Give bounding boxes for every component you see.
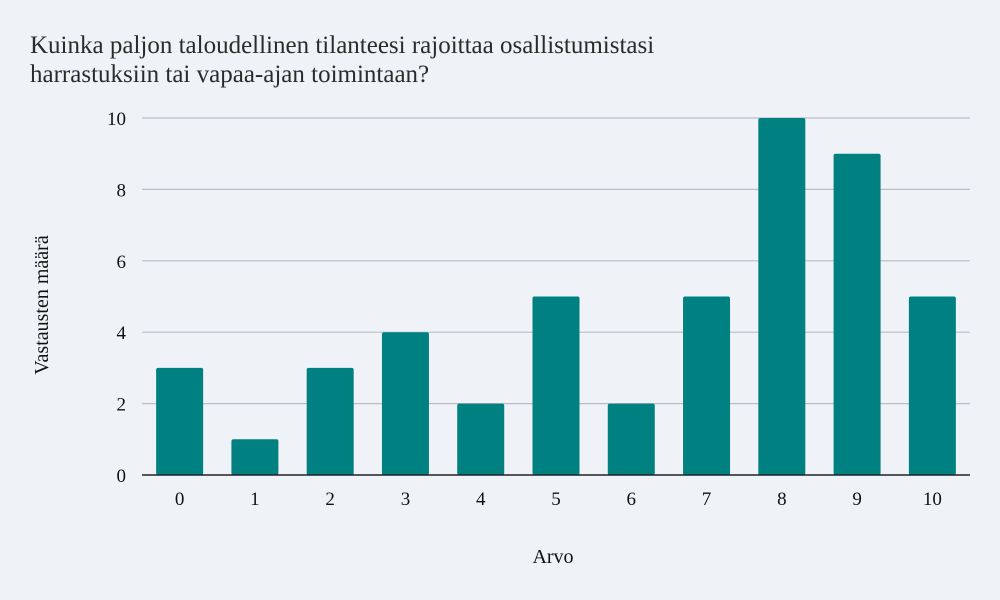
- x-tick-label: 5: [551, 489, 561, 510]
- x-tick-label: 10: [923, 489, 942, 510]
- y-tick-label: 8: [117, 180, 127, 201]
- x-tick-label: 1: [250, 489, 260, 510]
- gridlines: [142, 117, 970, 405]
- x-tick-label: 7: [702, 489, 712, 510]
- x-tick-label: 2: [325, 489, 335, 510]
- x-tick-label: 8: [777, 489, 787, 510]
- y-tick-label: 4: [117, 323, 127, 344]
- y-tick-label: 10: [107, 109, 126, 130]
- x-tick-labels: 0 1 2 3 4 5 6 7 8 9 10: [175, 489, 942, 510]
- bar-10: [908, 296, 956, 475]
- bar-0: [156, 367, 204, 475]
- bar-4: [457, 403, 505, 475]
- chart-title-line-2: harrastuksiin tai vapaa-ajan toimintaan?: [30, 61, 429, 88]
- y-tick-labels: 0 2 4 6 8 10: [107, 109, 127, 487]
- chart-title-line-1: Kuinka paljon taloudellinen tilanteesi r…: [30, 32, 654, 59]
- x-tick-label: 6: [627, 489, 637, 510]
- bar-6: [607, 403, 655, 475]
- bar-1: [231, 439, 279, 475]
- x-tick-label: 9: [852, 489, 862, 510]
- y-tick-label: 6: [117, 252, 127, 273]
- bar-8: [758, 118, 806, 475]
- x-axis-label: Arvo: [532, 546, 573, 568]
- bars: [156, 118, 956, 475]
- y-tick-label: 0: [117, 466, 127, 487]
- y-axis-label: Vastausten määrä: [31, 235, 53, 375]
- bar-5: [532, 296, 580, 475]
- x-tick-label: 4: [476, 489, 486, 510]
- bar-2: [306, 367, 354, 475]
- bar-9: [833, 153, 881, 475]
- x-tick-label: 3: [401, 489, 411, 510]
- y-tick-label: 2: [117, 395, 127, 416]
- bar-7: [683, 296, 731, 475]
- x-tick-label: 0: [175, 489, 185, 510]
- bar-3: [381, 332, 429, 475]
